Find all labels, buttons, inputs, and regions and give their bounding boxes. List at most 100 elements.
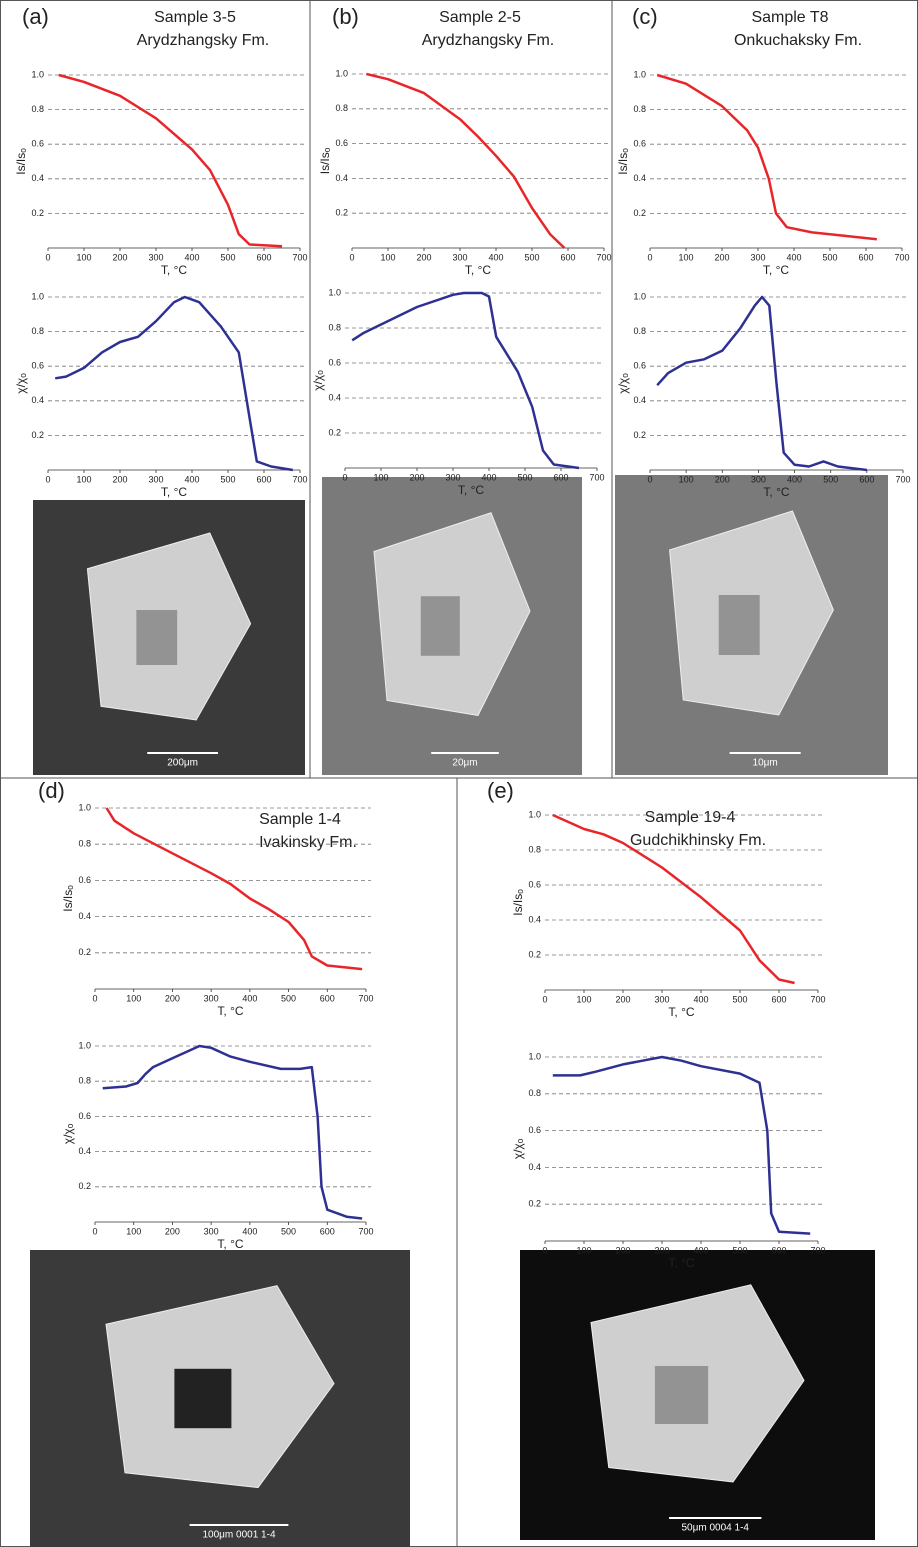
data-line <box>105 807 363 971</box>
panel-title: Sample 1-4 <box>259 811 341 828</box>
data-line <box>656 295 868 472</box>
y-tick-label: 0.4 <box>528 914 541 924</box>
x-tick-label: 400 <box>693 1245 708 1255</box>
scale-bar-label: 200μm <box>167 758 198 769</box>
x-tick-label: 700 <box>895 474 910 484</box>
sem-image: 50μm 0004 1-4 <box>520 1250 875 1540</box>
x-axis-label: T, °C <box>465 263 491 277</box>
y-tick-label: 0.4 <box>633 173 646 183</box>
y-axis-label: χ/χₒ <box>616 373 630 394</box>
x-tick-label: 700 <box>358 993 373 1003</box>
y-tick-label: 0.8 <box>31 104 44 114</box>
y-tick-label: 1.0 <box>633 291 646 301</box>
x-tick-label: 300 <box>148 474 163 484</box>
panel-label: (b) <box>332 4 359 29</box>
x-tick-label: 300 <box>445 472 460 482</box>
x-axis-label: T, °C <box>217 1237 243 1251</box>
y-tick-label: 0.6 <box>78 875 91 885</box>
data-line <box>656 73 877 241</box>
dark-inclusion <box>718 595 760 655</box>
y-tick-label: 0.4 <box>31 173 44 183</box>
mineral-grain <box>669 510 834 716</box>
x-tick-label: 600 <box>771 994 786 1004</box>
y-axis-label: χ/χₒ <box>61 1123 75 1144</box>
x-tick-label: 500 <box>220 474 235 484</box>
dark-inclusion <box>174 1368 232 1429</box>
y-tick-label: 0.8 <box>633 326 646 336</box>
sem-image: 200μm <box>33 500 305 775</box>
x-tick-label: 600 <box>320 993 335 1003</box>
x-tick-label: 600 <box>771 1245 786 1255</box>
y-tick-label: 1.0 <box>78 1040 91 1050</box>
x-tick-label: 0 <box>647 252 652 262</box>
x-tick-label: 0 <box>45 252 50 262</box>
y-tick-label: 1.0 <box>528 1051 541 1061</box>
y-tick-label: 1.0 <box>78 802 91 812</box>
y-tick-label: 1.0 <box>633 69 646 79</box>
sem-image: 100μm 0001 1-4 <box>30 1250 410 1547</box>
x-tick-label: 200 <box>715 474 730 484</box>
chart: 0.2 0.4 0.6 0.8 1.0 0 100 200 300 400 500 600 700 T, … <box>511 809 825 1019</box>
y-tick-label: 0.6 <box>633 139 646 149</box>
x-tick-label: 500 <box>524 252 539 262</box>
y-tick-label: 0.4 <box>335 173 348 183</box>
panel-title: Sample 3-5 <box>154 9 236 26</box>
y-tick-label: 1.0 <box>335 68 348 78</box>
dark-inclusion <box>420 596 460 656</box>
y-axis-label: Is/Isₒ <box>61 885 75 912</box>
x-tick-label: 700 <box>358 1226 373 1236</box>
x-tick-label: 0 <box>92 993 97 1003</box>
x-tick-label: 600 <box>256 474 271 484</box>
x-tick-label: 700 <box>810 1245 825 1255</box>
x-tick-label: 0 <box>542 994 547 1004</box>
x-tick-label: 200 <box>165 993 180 1003</box>
y-axis-label: Is/Isₒ <box>14 148 28 175</box>
scale-bar-label: 100μm 0001 1-4 <box>202 1530 275 1541</box>
x-tick-label: 600 <box>859 474 874 484</box>
mineral-grain <box>373 512 531 716</box>
x-tick-label: 500 <box>517 472 532 482</box>
x-tick-label: 200 <box>409 472 424 482</box>
x-tick-label: 400 <box>786 252 801 262</box>
y-tick-label: 0.6 <box>328 357 341 367</box>
x-tick-label: 200 <box>416 252 431 262</box>
panel-title: Sample 19-4 <box>645 809 736 826</box>
y-tick-label: 0.2 <box>633 208 646 218</box>
x-tick-label: 700 <box>894 252 909 262</box>
x-tick-label: 400 <box>184 474 199 484</box>
sem-image: 20μm <box>322 477 582 775</box>
x-tick-label: 100 <box>576 1245 591 1255</box>
data-line <box>102 1044 363 1220</box>
y-axis-label: χ/χₒ <box>311 370 325 391</box>
x-tick-label: 600 <box>256 252 271 262</box>
x-axis-label: T, °C <box>668 1256 694 1270</box>
y-tick-label: 0.8 <box>528 1088 541 1098</box>
x-tick-label: 400 <box>488 252 503 262</box>
data-line <box>58 73 283 248</box>
x-tick-label: 200 <box>714 252 729 262</box>
y-tick-label: 0.2 <box>78 947 91 957</box>
x-tick-label: 400 <box>242 1226 257 1236</box>
y-tick-label: 0.6 <box>78 1111 91 1121</box>
panel-title: Sample 2-5 <box>439 9 521 26</box>
y-tick-label: 0.4 <box>528 1162 541 1172</box>
mineral-grain <box>86 532 252 721</box>
x-tick-label: 400 <box>787 474 802 484</box>
x-tick-label: 100 <box>678 252 693 262</box>
y-axis-label: Is/Isₒ <box>616 148 630 175</box>
x-tick-label: 300 <box>750 252 765 262</box>
y-tick-label: 1.0 <box>31 291 44 301</box>
x-axis-label: T, °C <box>668 1005 694 1019</box>
chart: 0.2 0.4 0.6 0.8 1.0 0 100 200 300 400 500 600 700 T, … <box>318 68 611 277</box>
y-tick-label: 0.2 <box>528 949 541 959</box>
dark-inclusion <box>654 1366 709 1424</box>
y-tick-label: 0.4 <box>328 392 341 402</box>
x-tick-label: 100 <box>76 474 91 484</box>
x-tick-label: 300 <box>751 474 766 484</box>
y-tick-label: 0.2 <box>31 208 44 218</box>
x-tick-label: 100 <box>373 472 388 482</box>
chart: 0.2 0.4 0.6 0.8 1.0 0 100 200 300 400 500 600 700 T, … <box>616 69 909 277</box>
x-tick-label: 500 <box>220 252 235 262</box>
x-tick-label: 500 <box>732 994 747 1004</box>
panel-label: (d) <box>38 778 65 803</box>
